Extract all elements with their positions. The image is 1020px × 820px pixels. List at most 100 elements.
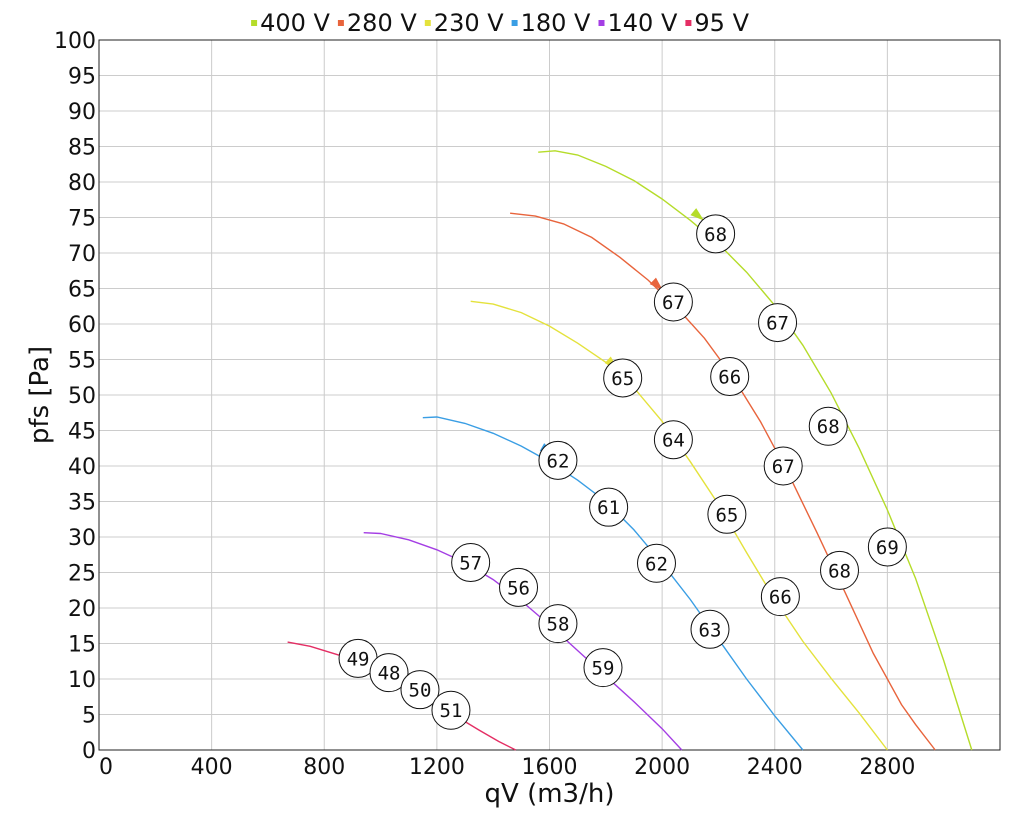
- legend-swatch: [598, 20, 605, 26]
- operating-point-label: 69: [876, 537, 899, 559]
- operating-point: [763, 446, 803, 486]
- series-line: [363, 532, 683, 751]
- operating-point-label: 58: [547, 614, 570, 636]
- series-arrow: [690, 208, 705, 221]
- y-tick-label: 100: [54, 29, 96, 54]
- y-tick-label: 60: [68, 313, 96, 338]
- y-tick-label: 70: [68, 242, 96, 267]
- operating-point: [400, 670, 440, 710]
- operating-point: [653, 282, 693, 322]
- operating-point: [589, 487, 629, 527]
- x-tick-label: 2400: [747, 755, 803, 780]
- legend-swatch: [337, 20, 344, 26]
- plot-frame: [98, 39, 1001, 751]
- operating-point-label: 68: [828, 560, 851, 582]
- y-tick-label: 15: [68, 633, 96, 658]
- x-tick-label: 0: [99, 755, 113, 780]
- legend-item: 280 V: [337, 9, 417, 37]
- operating-point-label: 62: [645, 553, 668, 575]
- y-tick-label: 40: [68, 455, 96, 480]
- operating-point: [690, 609, 730, 649]
- legend-label: 180 V: [521, 9, 591, 37]
- operating-point-label: 67: [766, 313, 789, 335]
- y-axis-ticks: 0 5 10 15 20 25 30 35 40 45 50 55 60 65 70 75 80 85 90 95 10…: [54, 29, 96, 764]
- operating-point-label: 49: [347, 648, 370, 670]
- operating-point: [369, 653, 409, 693]
- series-arrow: [649, 277, 663, 291]
- operating-point: [499, 567, 539, 607]
- legend-label: 95 V: [694, 9, 749, 37]
- x-axis-label: qV (m3/h): [485, 779, 615, 809]
- y-axis-label: pfs [Pa]: [25, 346, 55, 444]
- operating-point-label: 48: [378, 663, 401, 685]
- grid: [98, 39, 1000, 751]
- operating-point: [603, 358, 643, 398]
- operating-point: [583, 648, 623, 688]
- operating-points: 68 67 68 69 67 66 67 68 65 64 65 66 62 61 62 63 57 56 58 59…: [338, 214, 907, 730]
- legend-item: 180 V: [511, 9, 591, 37]
- legend-swatch: [424, 20, 431, 26]
- x-tick-label: 2800: [859, 755, 915, 780]
- operating-point-label: 67: [772, 456, 795, 478]
- operating-point: [820, 550, 860, 590]
- operating-point: [696, 214, 736, 254]
- operating-point-label: 66: [718, 367, 741, 389]
- operating-point: [653, 420, 693, 460]
- x-tick-label: 800: [303, 755, 345, 780]
- x-axis-ticks: 0 400 800 1200 1600 2000 2400 2800: [99, 755, 915, 780]
- y-tick-label: 10: [68, 668, 96, 693]
- operating-point: [636, 543, 676, 583]
- y-tick-label: 30: [68, 526, 96, 551]
- legend: 400 V 280 V 230 V 180 V 140 V 95 V: [251, 9, 750, 37]
- legend-item: 400 V: [251, 9, 331, 37]
- y-tick-label: 25: [68, 562, 96, 587]
- y-tick-label: 85: [68, 136, 96, 161]
- operating-point-label: 56: [507, 577, 530, 599]
- legend-swatch: [685, 20, 692, 26]
- y-tick-label: 5: [82, 704, 96, 729]
- operating-point-label: 64: [662, 430, 685, 452]
- operating-point: [758, 303, 798, 343]
- y-tick-label: 55: [68, 349, 96, 374]
- y-tick-label: 65: [68, 278, 96, 303]
- y-tick-label: 20: [68, 597, 96, 622]
- operating-point-label: 62: [547, 450, 570, 472]
- operating-point-label: 63: [699, 619, 722, 641]
- operating-point-label: 61: [597, 497, 620, 519]
- operating-point-label: 57: [459, 553, 482, 575]
- x-tick-label: 1600: [522, 755, 578, 780]
- legend-item: 230 V: [424, 9, 504, 37]
- operating-point-label: 66: [769, 587, 792, 609]
- x-tick-label: 1200: [409, 755, 465, 780]
- y-tick-label: 90: [68, 100, 96, 125]
- operating-point-label: 65: [611, 368, 634, 390]
- operating-point-label: 59: [592, 658, 615, 680]
- operating-point-label: 68: [817, 416, 840, 438]
- legend-item: 140 V: [598, 9, 678, 37]
- operating-point: [451, 543, 491, 583]
- operating-point: [710, 357, 750, 397]
- legend-label: 280 V: [347, 9, 417, 37]
- operating-point: [431, 690, 471, 730]
- legend-label: 140 V: [608, 9, 678, 37]
- series-line: [470, 300, 888, 751]
- legend-label: 230 V: [434, 9, 504, 37]
- y-tick-label: 0: [82, 739, 96, 764]
- y-tick-label: 75: [68, 207, 96, 232]
- x-tick-label: 400: [191, 755, 233, 780]
- operating-point-label: 65: [715, 504, 738, 526]
- operating-point-label: 68: [704, 224, 727, 246]
- operating-point-label: 51: [440, 700, 463, 722]
- operating-point: [867, 527, 907, 567]
- x-tick-label: 2000: [634, 755, 690, 780]
- legend-swatch: [511, 20, 518, 26]
- series-line: [510, 212, 936, 751]
- y-tick-label: 95: [68, 65, 96, 90]
- y-tick-label: 50: [68, 384, 96, 409]
- y-tick-label: 80: [68, 171, 96, 196]
- operating-point: [707, 494, 747, 534]
- operating-point: [538, 604, 578, 644]
- y-tick-label: 35: [68, 491, 96, 516]
- legend-item: 95 V: [685, 9, 750, 37]
- operating-point-label: 50: [409, 680, 432, 702]
